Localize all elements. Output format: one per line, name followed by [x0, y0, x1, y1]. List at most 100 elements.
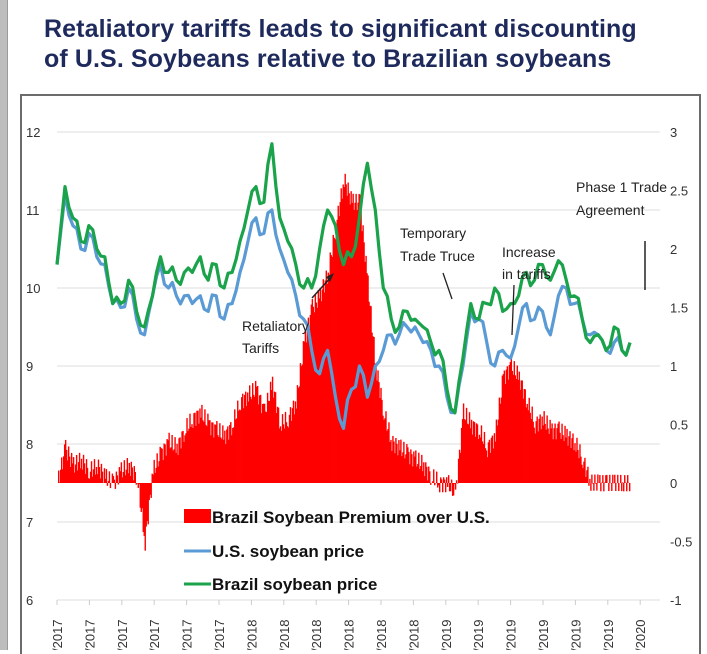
x-tick-label: /2019	[601, 619, 616, 650]
x-tick-label: /2018	[244, 619, 259, 650]
premium-bar	[589, 479, 590, 483]
premium-bar	[620, 475, 621, 483]
left-tick-label: 12	[26, 125, 40, 140]
x-tick-label: /2017	[147, 619, 162, 650]
annotation-text: Agreement	[576, 202, 645, 218]
premium-bar	[430, 483, 431, 485]
x-axis-ticks: /2017/2017/2017/2017/2017/2017/2018/2018…	[50, 600, 648, 650]
premium-bar	[456, 480, 457, 483]
annotation-text: Temporary	[400, 225, 466, 241]
premium-bar	[457, 483, 458, 484]
right-tick-label: 0.5	[670, 418, 688, 433]
legend: Brazil Soybean Premium over U.S. U.S. so…	[184, 508, 490, 594]
right-tick-label: 2	[670, 242, 677, 257]
premium-bar	[624, 475, 625, 483]
premium-bar	[117, 475, 118, 483]
x-tick-label: /2017	[212, 619, 227, 650]
right-axis-ticks: 32.521.510.50-0.5-1	[670, 125, 692, 608]
premium-bar	[602, 475, 603, 483]
premium-bar	[115, 483, 116, 489]
premium-bar	[596, 483, 597, 491]
premium-bar	[442, 483, 443, 492]
premium-bar	[446, 477, 447, 483]
x-tick-label: /2017	[115, 619, 130, 650]
premium-bar	[617, 475, 618, 483]
premium-bar	[102, 472, 103, 483]
x-tick-label: /2017	[82, 619, 97, 650]
legend-label-premium: Brazil Soybean Premium over U.S.	[212, 508, 490, 527]
premium-bar	[590, 483, 591, 491]
annotation-pointer	[443, 273, 452, 299]
left-tick-label: 6	[26, 593, 33, 608]
premium-bar	[629, 483, 630, 491]
right-tick-label: 3	[670, 125, 677, 140]
premium-bar	[599, 475, 600, 483]
annotation-increase-tariffs: Increase in tariffs	[502, 244, 556, 335]
premium-bar	[445, 483, 446, 492]
premium-bar	[107, 483, 108, 486]
x-tick-label: /2017	[50, 619, 65, 650]
x-tick-label: /2020	[633, 619, 648, 650]
premium-bar	[608, 483, 609, 491]
x-tick-label: /2019	[439, 619, 454, 650]
annotation-text: Tariffs	[242, 340, 279, 356]
premium-bar	[615, 483, 616, 491]
premium-bar	[436, 472, 437, 483]
premium-bar	[600, 483, 601, 491]
premium-bar	[451, 480, 452, 483]
premium-bars	[58, 174, 630, 551]
premium-bar	[603, 483, 604, 491]
premium-bar	[618, 483, 619, 491]
premium-bar	[614, 475, 615, 483]
premium-bar	[447, 483, 448, 487]
premium-bar	[597, 474, 598, 483]
left-tick-label: 8	[26, 437, 33, 452]
right-tick-label: 0	[670, 476, 677, 491]
premium-bar	[118, 483, 119, 485]
premium-bar	[109, 471, 110, 483]
premium-bar	[114, 480, 115, 483]
premium-bar	[588, 483, 589, 486]
premium-bar	[110, 483, 111, 488]
annotation-pointer	[512, 285, 514, 335]
left-tick-label: 10	[26, 281, 40, 296]
right-tick-label: 1	[670, 359, 677, 374]
premium-bar	[612, 475, 613, 483]
premium-bar	[58, 471, 59, 483]
x-tick-label: /2018	[342, 619, 357, 650]
premium-bar	[626, 483, 627, 491]
x-tick-label: /2019	[536, 619, 551, 650]
premium-bar	[135, 472, 136, 483]
right-tick-label: 1.5	[670, 301, 688, 316]
annotation-text: Trade Truce	[400, 248, 475, 264]
x-tick-label: /2018	[406, 619, 421, 650]
left-tick-label: 11	[26, 203, 40, 218]
left-axis-ticks: 12 11 10 9 8 7 6	[26, 125, 40, 608]
left-tick-label: 7	[26, 515, 33, 530]
premium-bar	[433, 469, 434, 483]
premium-bar	[593, 483, 594, 491]
legend-swatch-premium	[184, 509, 211, 523]
premium-bar	[591, 475, 592, 483]
premium-bar	[621, 483, 622, 491]
premium-bar	[429, 471, 430, 483]
x-tick-label: /2018	[374, 619, 389, 650]
premium-bar	[627, 475, 628, 483]
premium-bar	[611, 483, 612, 491]
left-tick-label: 9	[26, 359, 33, 374]
premium-bar	[448, 475, 449, 483]
right-tick-label: 2.5	[670, 184, 688, 199]
premium-bar	[622, 482, 623, 483]
premium-bar	[587, 467, 588, 483]
premium-bar	[606, 475, 607, 483]
premium-bar	[106, 469, 107, 483]
x-tick-label: /2019	[568, 619, 583, 650]
premium-bar	[444, 480, 445, 483]
premium-bar	[151, 483, 152, 498]
premium-bar	[609, 475, 610, 483]
right-tick-label: -0.5	[670, 535, 692, 550]
annotation-text: Retaliatory	[242, 318, 309, 334]
premium-bar	[623, 483, 624, 491]
x-tick-label: /2017	[180, 619, 195, 650]
